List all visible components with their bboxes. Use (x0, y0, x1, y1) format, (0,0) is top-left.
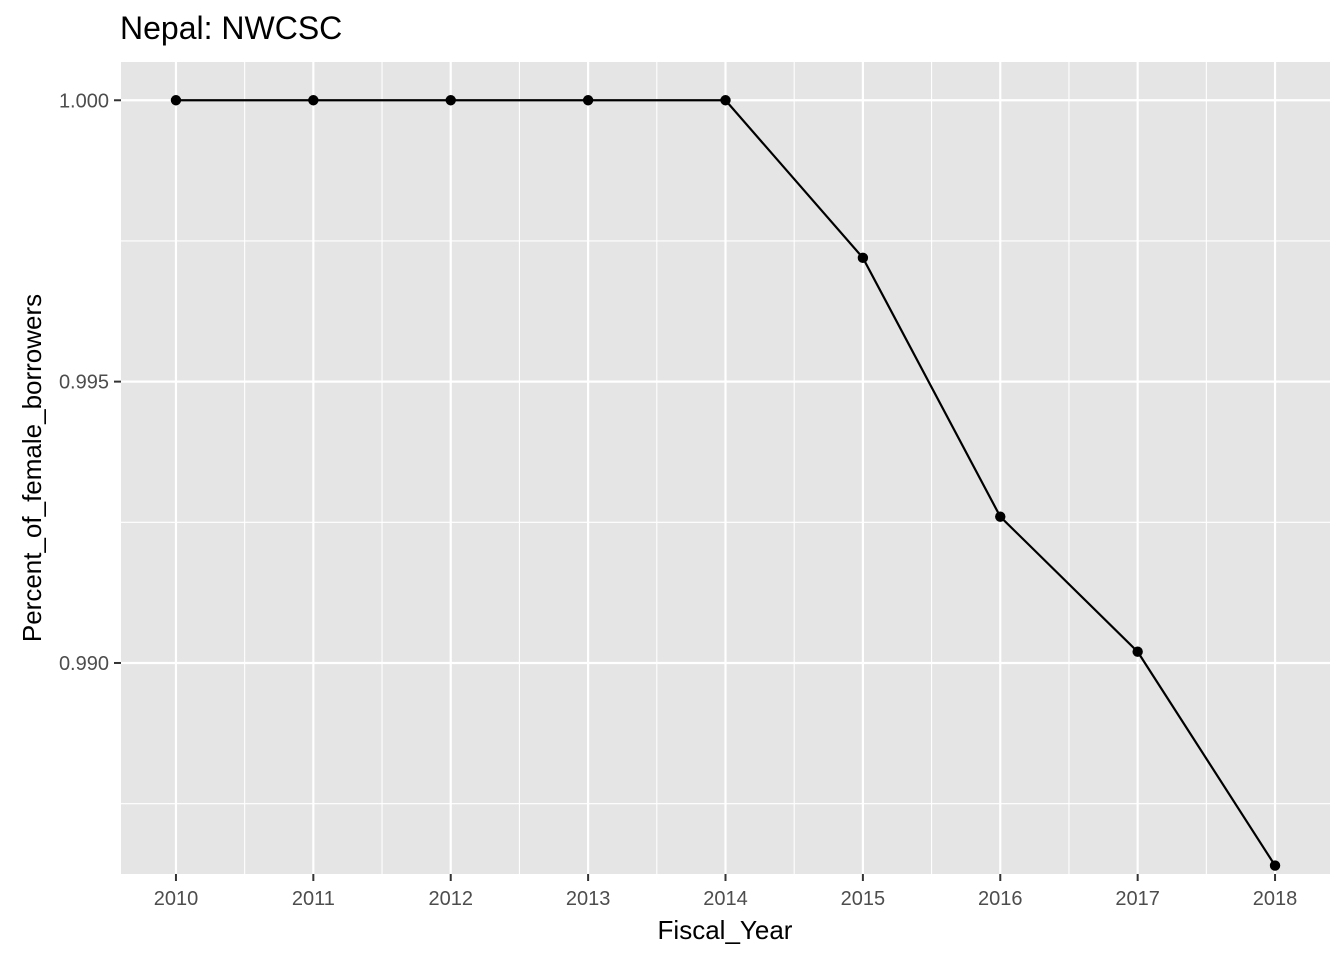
x-tick-label: 2012 (428, 888, 473, 910)
y-tick-label: 0.995 (59, 372, 109, 394)
x-tick-label: 2017 (1115, 888, 1160, 910)
x-axis-ticks: 2010 2011 2012 2013 2014 2015 2016 2017 2018 (154, 874, 1298, 910)
data-point-2011 (308, 95, 319, 106)
x-tick-label: 2010 (154, 888, 199, 910)
data-point-2017 (1132, 646, 1143, 657)
y-tick-label: 1.000 (59, 90, 109, 112)
chart-title: Nepal: NWCSC (120, 10, 342, 46)
x-tick-label: 2018 (1253, 888, 1298, 910)
y-tick-label: 0.990 (59, 653, 109, 675)
y-axis-title: Percent_of_female_borrowers (17, 294, 47, 642)
x-tick-label: 2013 (566, 888, 611, 910)
data-point-2010 (170, 95, 182, 106)
x-tick-label: 2011 (292, 888, 335, 910)
data-point-2016 (995, 511, 1006, 522)
data-point-2014 (720, 95, 731, 106)
data-point-2018 (1269, 860, 1281, 871)
x-tick-label: 2014 (703, 888, 748, 910)
x-tick-label: 2016 (978, 888, 1023, 910)
x-axis-title: Fiscal_Year (658, 915, 793, 945)
data-point-2012 (445, 95, 456, 106)
series-points (170, 95, 1281, 871)
y-axis-ticks: 0.990 0.995 1.000 (59, 90, 121, 675)
data-point-2015 (857, 252, 869, 264)
x-tick-label: 2015 (841, 888, 886, 910)
data-point-2013 (582, 95, 594, 106)
